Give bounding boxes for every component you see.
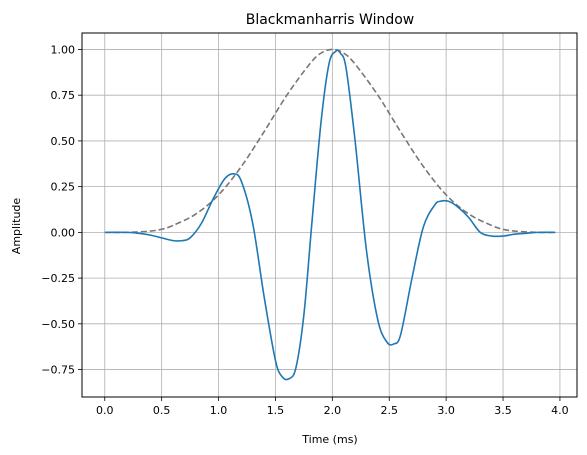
x-axis: 0.0 0.5 1.0 1.5 2.0 2.5 3.0 3.5 4.0	[96, 397, 569, 417]
x-tick-label: 2.0	[324, 404, 342, 417]
x-tick-label: 2.5	[380, 404, 398, 417]
y-tick-label: −0.75	[41, 364, 75, 377]
y-tick-label: −0.50	[41, 318, 75, 331]
x-tick-label: 4.0	[551, 404, 569, 417]
y-tick-label: 1.00	[51, 43, 76, 56]
y-axis: −0.75 −0.50 −0.25 0.00 0.25 0.50 0.75 1.00	[41, 43, 82, 377]
x-tick-label: 1.5	[267, 404, 285, 417]
series-layer	[104, 48, 556, 381]
y-tick-label: 0.00	[51, 226, 76, 239]
windowed-signal-line	[104, 49, 556, 381]
x-tick-label: 1.0	[210, 404, 228, 417]
x-axis-label: Time (ms)	[301, 433, 357, 446]
y-tick-label: 0.25	[51, 181, 76, 194]
x-tick-label: 3.0	[437, 404, 455, 417]
x-tick-label: 3.5	[494, 404, 512, 417]
y-tick-label: −0.25	[41, 272, 75, 285]
chart-title: Blackmanharris Window	[246, 12, 415, 28]
y-tick-label: 0.75	[51, 89, 76, 102]
plot-frame	[81, 32, 578, 398]
x-tick-label: 0.0	[96, 404, 114, 417]
window-envelope-line	[104, 48, 556, 234]
y-axis-label: Amplitude	[10, 198, 23, 255]
grid	[82, 33, 577, 397]
x-tick-label: 0.5	[153, 404, 171, 417]
y-tick-label: 0.50	[51, 135, 76, 148]
